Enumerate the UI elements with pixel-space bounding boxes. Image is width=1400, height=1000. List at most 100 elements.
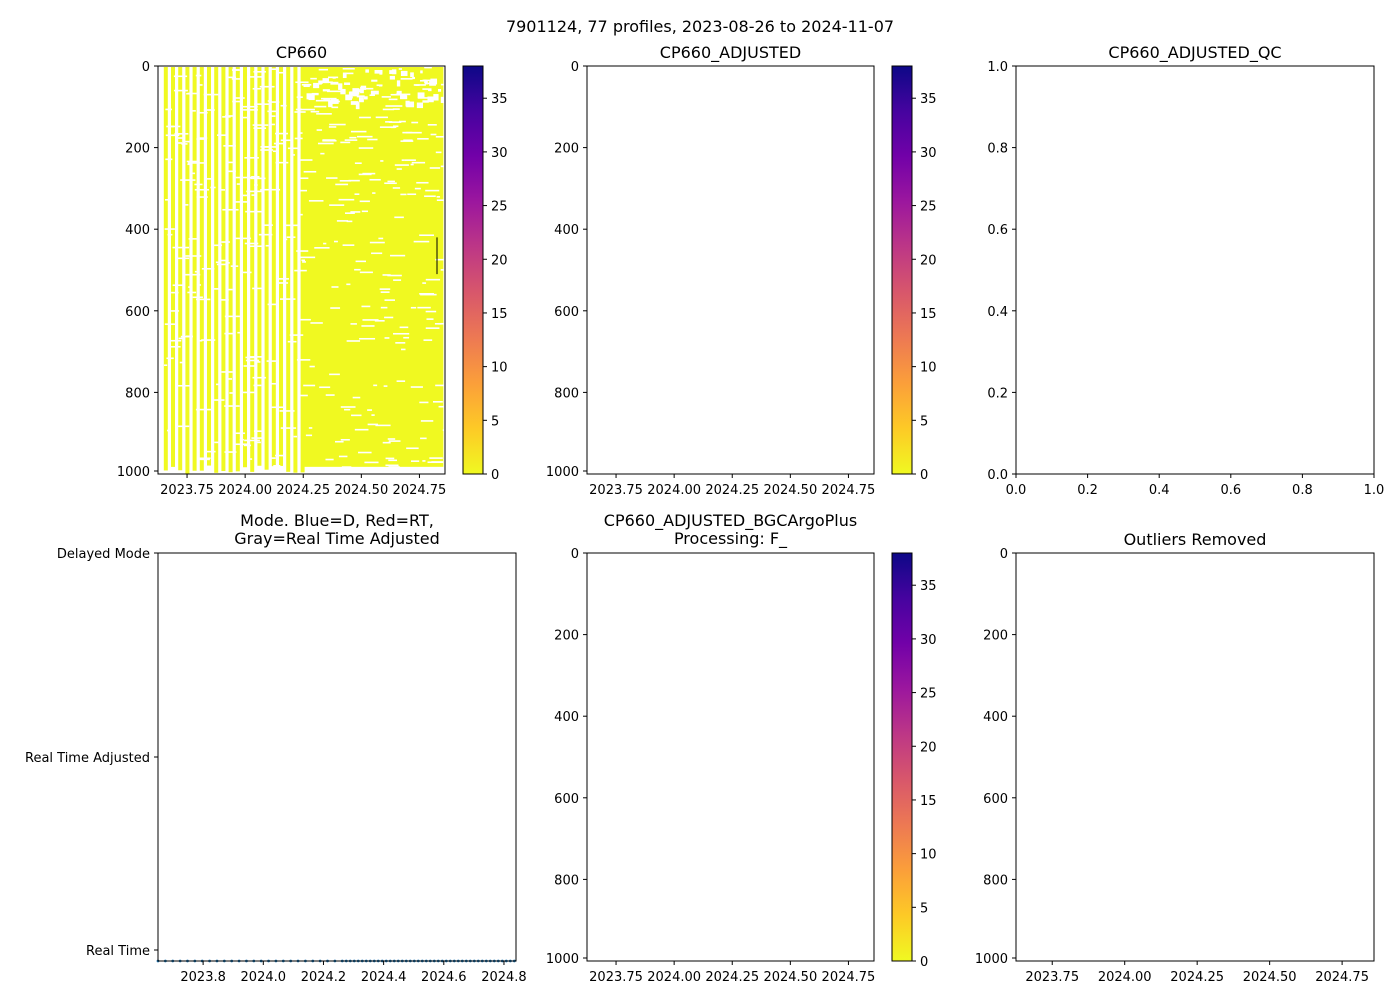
data-gap: [393, 332, 410, 335]
data-gap: [165, 134, 180, 137]
data-gap: [325, 394, 335, 396]
data-gap: [280, 298, 296, 300]
y-tick-label: 0: [571, 60, 579, 75]
profile-column: [228, 67, 233, 473]
profile-column: [178, 67, 183, 471]
data-gap: [243, 365, 256, 367]
data-gap: [355, 260, 366, 263]
colorbar-tick-label: 25: [920, 687, 937, 702]
colorbar-tick-label: 15: [920, 307, 937, 322]
profile-column: [235, 67, 240, 472]
data-gap: [318, 68, 328, 71]
profile-column: [163, 67, 168, 471]
data-gap: [283, 238, 288, 241]
data-gap: [425, 189, 440, 192]
data-gap: [367, 138, 378, 141]
data-gap: [216, 383, 220, 386]
data-gap: [177, 425, 190, 428]
data-gap: [350, 92, 353, 95]
data-gap: [358, 451, 372, 454]
data-gap: [330, 307, 341, 309]
data-gap: [358, 147, 374, 149]
data-gap: [179, 361, 184, 364]
colorbar: [891, 552, 913, 962]
data-gap: [212, 288, 220, 290]
data-gap: [314, 247, 330, 249]
data-gap: [171, 310, 180, 312]
data-gap: [196, 196, 208, 198]
data-gap: [374, 69, 383, 74]
x-tick-label: 0.4: [1149, 483, 1170, 498]
data-gap: [358, 97, 364, 103]
data-gap: [316, 113, 332, 115]
x-tick-label: 2023.75: [160, 483, 214, 498]
data-gap: [392, 125, 399, 128]
data-gap: [297, 177, 309, 180]
data-gap: [424, 66, 432, 69]
data-gap: [241, 105, 258, 108]
colorbar-tick-label: 30: [920, 633, 937, 648]
data-gap: [354, 193, 360, 195]
data-gap: [388, 121, 402, 123]
data-gap: [419, 234, 434, 237]
data-gap: [410, 163, 414, 166]
data-gap: [169, 339, 182, 342]
data-gap: [243, 109, 258, 111]
data-gap: [417, 97, 433, 99]
data-gap: [328, 126, 337, 128]
x-tick-label: 2024.50: [334, 483, 388, 498]
data-gap: [255, 361, 261, 363]
data-gap: [301, 259, 305, 262]
data-gap: [188, 238, 199, 240]
data-gap: [379, 288, 391, 290]
data-gap: [435, 258, 445, 261]
x-tick-label: 2023.75: [589, 483, 643, 498]
data-gap: [169, 345, 181, 348]
data-gap: [349, 136, 357, 139]
data-gap: [422, 460, 426, 462]
data-gap: [297, 213, 303, 216]
data-gap: [201, 267, 215, 270]
data-gap: [220, 189, 225, 191]
y-tick-label: 0: [142, 60, 150, 75]
data-gap: [357, 135, 373, 138]
panel-title-line2: Processing: F_: [674, 529, 788, 549]
data-gap: [195, 408, 212, 411]
data-gap: [203, 109, 215, 111]
data-gap: [197, 84, 203, 86]
data-gap: [210, 186, 216, 189]
data-gap: [438, 405, 445, 408]
y-tick-label: 1.0: [987, 60, 1008, 75]
data-gap: [226, 262, 230, 264]
data-gap: [289, 334, 304, 336]
data-gap: [245, 210, 262, 213]
data-gap: [165, 158, 173, 161]
data-gap: [340, 406, 356, 408]
data-gap: [326, 177, 338, 179]
data-gap: [359, 271, 373, 274]
data-gap: [173, 89, 188, 92]
data-gap: [417, 92, 425, 99]
data-gap: [396, 80, 401, 87]
data-gap: [203, 93, 219, 96]
data-gap: [165, 199, 170, 201]
data-gap: [174, 133, 189, 135]
data-gap: [398, 68, 402, 70]
y-tick-label: Real Time Adjusted: [25, 751, 150, 766]
data-gap: [166, 357, 174, 360]
data-gap: [251, 194, 256, 196]
data-gap: [400, 140, 414, 142]
data-gap: [212, 399, 225, 401]
data-gap: [249, 245, 264, 248]
y-tick-label: 0.6: [987, 223, 1008, 238]
x-tick-label: 2024.25: [705, 483, 759, 498]
data-gap: [184, 140, 192, 143]
data-gap: [400, 193, 407, 196]
data-gap: [187, 162, 204, 164]
data-gap: [197, 339, 203, 342]
data-gap: [287, 340, 297, 343]
data-gap: [194, 270, 199, 273]
data-gap: [221, 371, 233, 373]
data-gap: [350, 211, 361, 213]
data-gap: [429, 457, 443, 459]
